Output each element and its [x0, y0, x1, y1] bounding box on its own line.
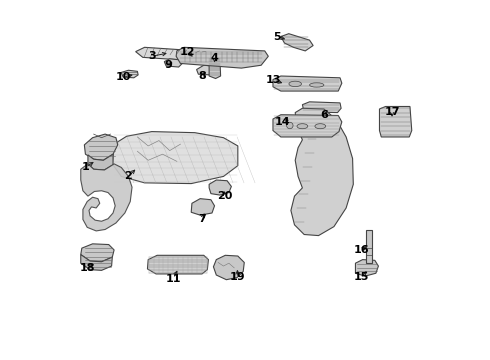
Text: 1: 1	[81, 162, 89, 172]
Text: 9: 9	[164, 60, 172, 70]
Polygon shape	[214, 255, 245, 280]
Text: 3: 3	[148, 51, 155, 61]
Text: 20: 20	[218, 191, 233, 201]
Polygon shape	[176, 47, 269, 68]
Text: 19: 19	[230, 272, 245, 282]
Text: 6: 6	[320, 111, 328, 121]
Polygon shape	[379, 107, 412, 137]
Polygon shape	[281, 34, 313, 51]
Text: 17: 17	[384, 107, 400, 117]
Text: 16: 16	[354, 245, 369, 255]
Polygon shape	[81, 244, 114, 262]
Ellipse shape	[287, 122, 293, 129]
Polygon shape	[191, 199, 215, 215]
Polygon shape	[302, 102, 341, 113]
Text: 11: 11	[166, 274, 181, 284]
Text: 18: 18	[79, 263, 95, 273]
Ellipse shape	[289, 81, 301, 87]
Polygon shape	[164, 59, 182, 67]
Polygon shape	[147, 255, 208, 274]
Polygon shape	[273, 76, 342, 91]
Polygon shape	[196, 65, 215, 75]
Polygon shape	[209, 56, 220, 78]
Text: 5: 5	[273, 32, 281, 41]
Text: 2: 2	[124, 171, 132, 181]
Polygon shape	[88, 154, 113, 170]
Text: 14: 14	[275, 117, 291, 127]
Text: 10: 10	[115, 72, 131, 82]
Text: 13: 13	[266, 75, 281, 85]
Polygon shape	[122, 70, 138, 78]
Text: 8: 8	[198, 71, 206, 81]
Polygon shape	[81, 164, 132, 231]
Text: 7: 7	[198, 215, 206, 224]
Polygon shape	[291, 108, 353, 235]
Ellipse shape	[297, 124, 308, 129]
Ellipse shape	[315, 124, 326, 129]
Polygon shape	[366, 230, 372, 263]
Polygon shape	[209, 180, 231, 195]
Polygon shape	[273, 115, 342, 137]
Polygon shape	[112, 132, 238, 184]
Polygon shape	[136, 47, 215, 62]
Text: 4: 4	[211, 53, 219, 63]
Polygon shape	[355, 260, 378, 276]
Text: 12: 12	[180, 46, 196, 57]
Polygon shape	[84, 134, 118, 160]
Polygon shape	[81, 255, 112, 270]
Text: 15: 15	[354, 272, 369, 282]
Ellipse shape	[310, 83, 324, 87]
